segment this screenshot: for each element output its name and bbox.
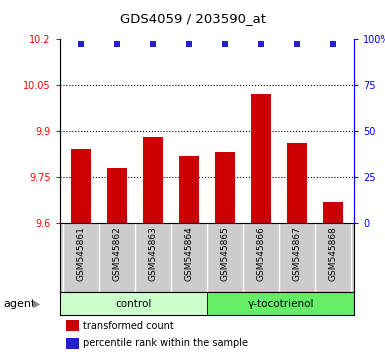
- Text: control: control: [115, 298, 151, 309]
- Point: [186, 42, 192, 47]
- Bar: [65, 338, 79, 349]
- Bar: [179, 155, 199, 223]
- Text: GSM545864: GSM545864: [184, 227, 194, 281]
- Bar: [143, 137, 163, 223]
- Point: [78, 42, 84, 47]
- Point: [258, 42, 264, 47]
- Text: GSM545865: GSM545865: [220, 227, 229, 281]
- Point: [294, 42, 300, 47]
- Text: γ-tocotrienol: γ-tocotrienol: [247, 298, 314, 309]
- Bar: [107, 168, 127, 223]
- Text: GSM545862: GSM545862: [113, 227, 122, 281]
- Point: [150, 42, 156, 47]
- Point: [222, 42, 228, 47]
- Point: [114, 42, 120, 47]
- Bar: [60, 292, 207, 315]
- Text: GSM545863: GSM545863: [149, 227, 157, 281]
- Text: percentile rank within the sample: percentile rank within the sample: [83, 338, 248, 348]
- Point: [330, 42, 336, 47]
- Bar: [207, 292, 354, 315]
- Text: GDS4059 / 203590_at: GDS4059 / 203590_at: [119, 12, 266, 25]
- Text: transformed count: transformed count: [83, 321, 174, 331]
- Text: ▶: ▶: [33, 298, 40, 309]
- Text: GSM545867: GSM545867: [292, 227, 301, 281]
- Bar: [323, 201, 343, 223]
- Text: GSM545868: GSM545868: [328, 227, 337, 281]
- Bar: [71, 149, 91, 223]
- Bar: [287, 143, 306, 223]
- Text: agent: agent: [4, 298, 36, 309]
- Bar: [215, 153, 235, 223]
- Bar: [251, 94, 271, 223]
- Text: GSM545861: GSM545861: [77, 227, 86, 281]
- Bar: [65, 320, 79, 331]
- Text: GSM545866: GSM545866: [256, 227, 265, 281]
